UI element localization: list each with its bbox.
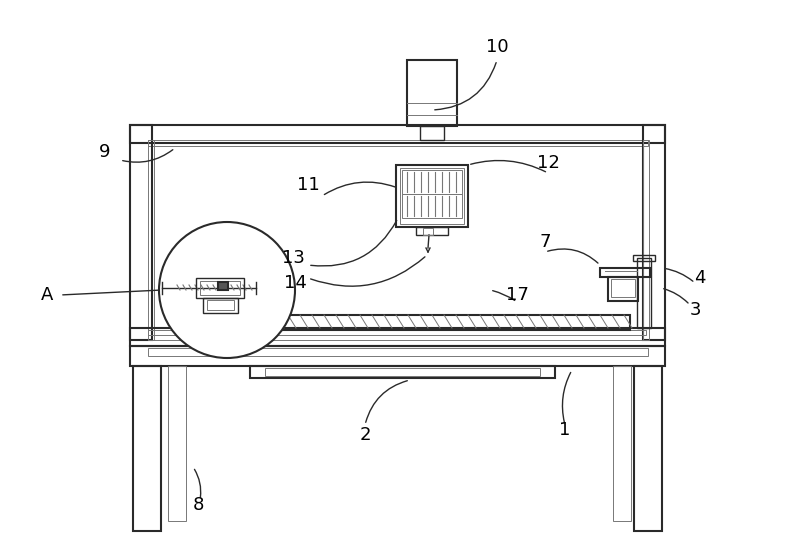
Bar [196,278,244,298]
Bar [133,366,161,531]
Bar [407,60,457,126]
Text: 14: 14 [283,274,306,292]
Bar [148,140,648,146]
Text: A: A [41,286,53,304]
Bar [148,140,154,340]
Bar [168,366,186,521]
Bar [402,170,462,194]
Text: 13: 13 [282,249,305,267]
Bar [218,282,228,290]
Text: 17: 17 [506,286,529,304]
Bar [148,348,648,356]
Bar [400,168,464,224]
Text: 8: 8 [193,496,204,514]
Bar [265,368,540,376]
Text: 7: 7 [539,233,551,251]
Bar [633,255,655,261]
Bar [416,227,448,235]
Text: 10: 10 [486,38,508,56]
Bar [200,281,240,295]
Text: 12: 12 [537,154,559,172]
Bar [203,298,238,313]
Bar [130,328,665,346]
Bar [402,194,462,218]
Bar [423,228,433,235]
Bar [130,125,665,143]
Bar [420,126,444,140]
Text: 3: 3 [690,301,701,319]
Bar [634,366,662,531]
Bar [608,277,638,301]
Bar [643,140,649,340]
Circle shape [159,222,295,358]
Bar [600,268,650,277]
Bar [611,279,635,297]
Bar [250,366,555,378]
Bar [613,366,631,521]
Text: 11: 11 [297,176,320,194]
Bar [130,346,665,366]
Bar [396,165,468,227]
Text: 9: 9 [99,143,110,161]
Bar [175,315,630,330]
Text: 1: 1 [559,421,570,439]
Bar [130,125,152,340]
Bar [148,330,646,335]
Text: 2: 2 [359,426,371,444]
Bar [643,125,665,340]
Text: 4: 4 [694,269,705,287]
Bar [207,300,234,310]
Bar [637,258,651,328]
